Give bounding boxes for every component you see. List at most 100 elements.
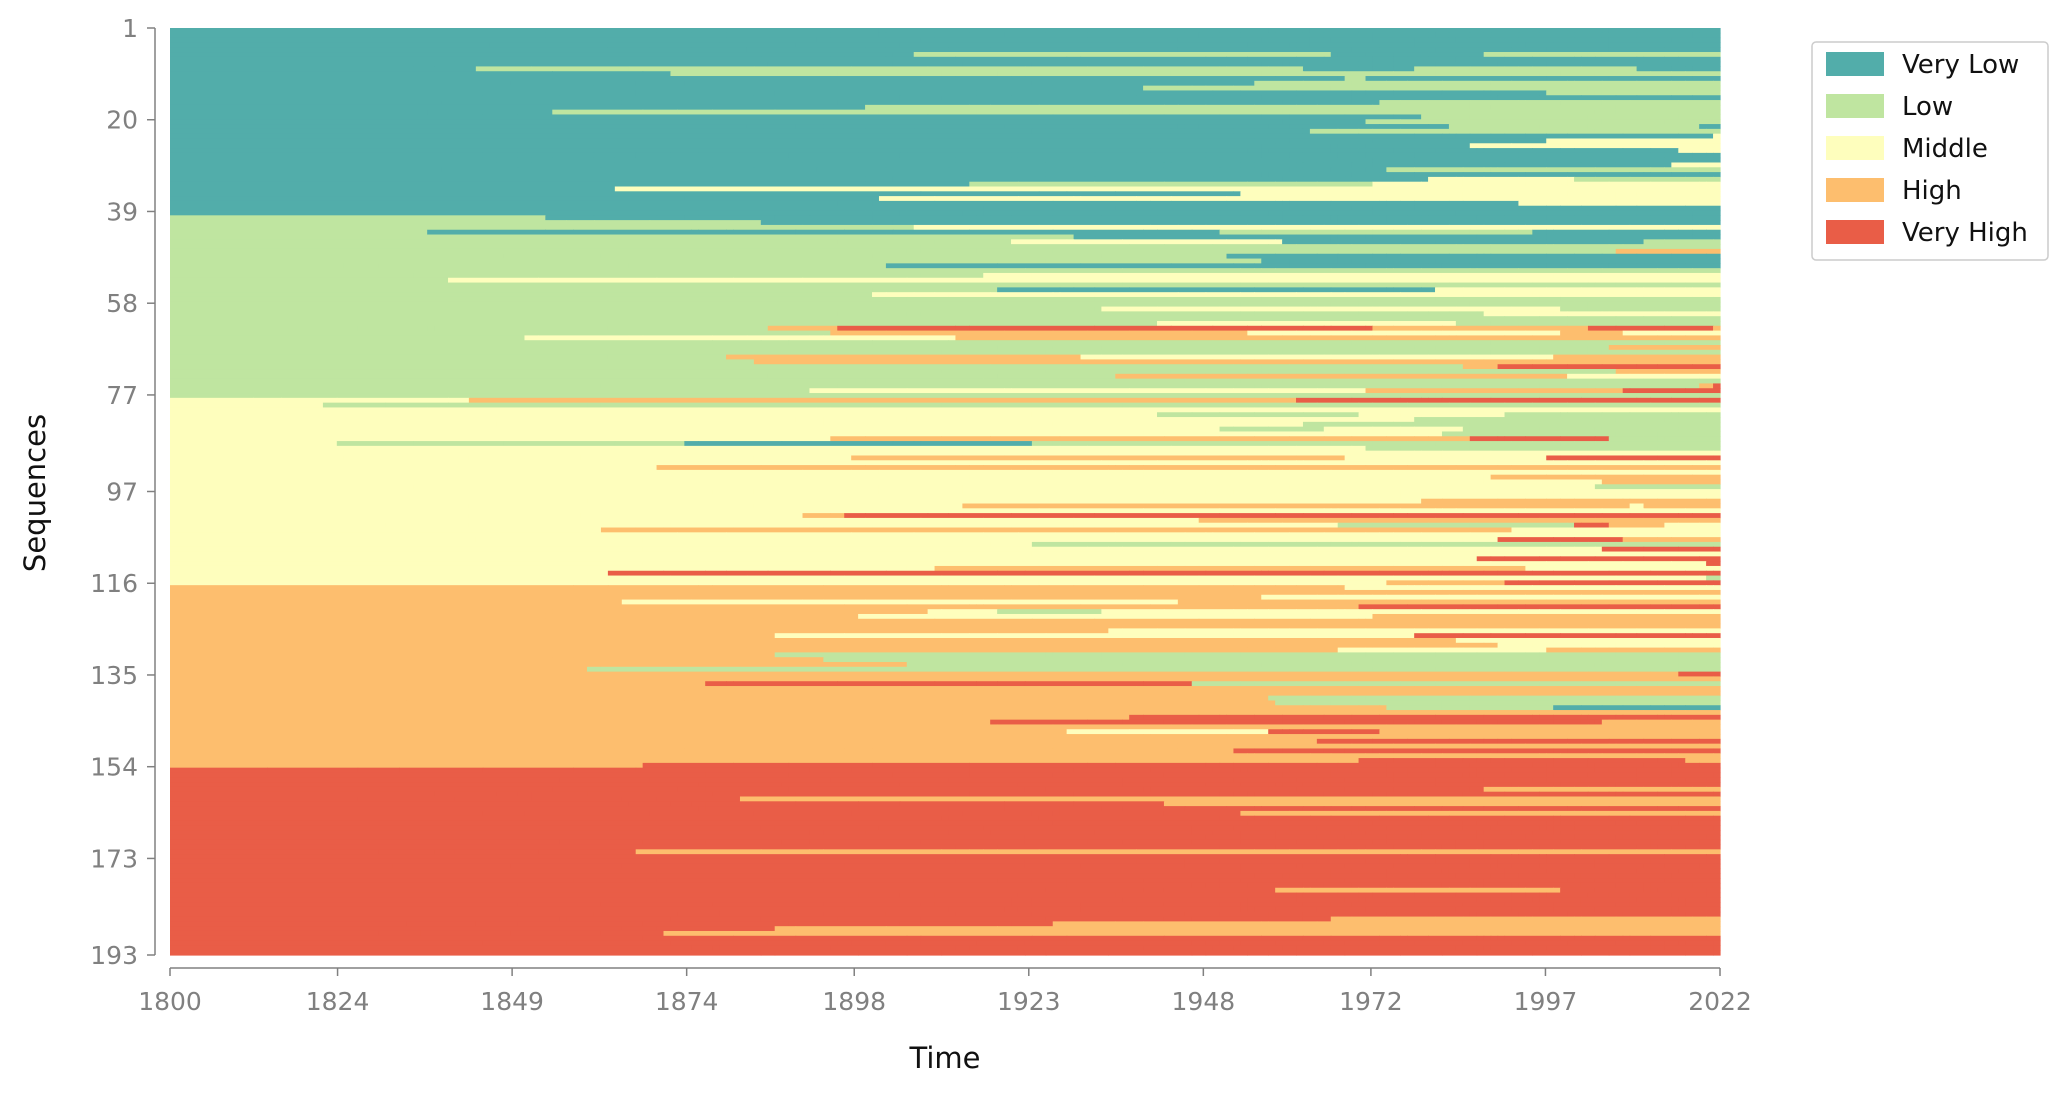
state-cell bbox=[1608, 479, 1659, 485]
state-cell bbox=[781, 441, 894, 447]
state-cell bbox=[1073, 340, 1089, 346]
state-cell bbox=[788, 647, 880, 653]
state-cell bbox=[788, 762, 873, 769]
state-cell bbox=[170, 897, 1012, 903]
state-cell bbox=[1469, 277, 1520, 284]
state-cell bbox=[1282, 119, 1318, 125]
state-cell bbox=[1629, 743, 1645, 750]
state-cell bbox=[170, 489, 533, 495]
state-cell bbox=[1546, 253, 1575, 260]
state-cell bbox=[1059, 445, 1089, 452]
state-cell bbox=[1004, 417, 1082, 423]
state-cell bbox=[1601, 517, 1645, 524]
state-cell bbox=[1580, 613, 1589, 620]
state-cell bbox=[1601, 426, 1610, 433]
state-cell bbox=[1240, 320, 1276, 327]
state-cell bbox=[1685, 777, 1707, 783]
state-cell bbox=[1379, 561, 1401, 567]
state-cell bbox=[698, 359, 755, 365]
state-cell bbox=[1351, 806, 1367, 812]
state-cell bbox=[1636, 71, 1652, 77]
state-cell bbox=[1657, 714, 1665, 721]
state-cell bbox=[1358, 930, 1381, 937]
state-cell bbox=[1268, 172, 1318, 178]
state-cell bbox=[1261, 37, 1311, 44]
state-cell bbox=[1525, 124, 1540, 130]
state-cell bbox=[1407, 513, 1464, 519]
state-cell bbox=[1122, 282, 1207, 288]
state-cell bbox=[593, 248, 713, 255]
state-cell bbox=[1247, 181, 1276, 188]
state-cell bbox=[1233, 263, 1255, 269]
state-cell bbox=[1372, 393, 1381, 399]
state-cell bbox=[1497, 858, 1547, 865]
state-cell bbox=[698, 455, 755, 461]
state-cell bbox=[524, 522, 651, 529]
state-cell bbox=[170, 546, 644, 553]
state-cell bbox=[1594, 474, 1645, 481]
state-cell bbox=[1455, 613, 1492, 620]
sequence-row bbox=[170, 618, 1721, 625]
state-cell bbox=[712, 109, 776, 116]
state-cell bbox=[1692, 306, 1707, 312]
state-cell bbox=[170, 493, 1401, 500]
state-cell bbox=[753, 455, 811, 461]
state-cell bbox=[1226, 66, 1269, 72]
state-cell bbox=[1157, 215, 1221, 221]
state-cell bbox=[1316, 263, 1346, 269]
state-cell bbox=[906, 296, 950, 303]
state-cell bbox=[635, 767, 748, 774]
state-cell bbox=[1268, 738, 1283, 745]
state-cell bbox=[1011, 513, 1096, 519]
state-cell bbox=[1490, 349, 1540, 356]
state-cell bbox=[1365, 830, 1422, 836]
sequence-row bbox=[170, 114, 1721, 120]
state-cell bbox=[1636, 364, 1659, 370]
state-cell bbox=[1706, 858, 1721, 865]
state-cell bbox=[1323, 306, 1339, 312]
state-cell bbox=[913, 52, 970, 58]
state-cell bbox=[1212, 710, 1221, 716]
state-cell bbox=[1706, 426, 1721, 433]
state-cell bbox=[1455, 489, 1513, 495]
state-cell bbox=[1066, 335, 1130, 341]
sequence-row bbox=[170, 119, 1721, 125]
state-cell bbox=[1080, 220, 1172, 226]
state-cell bbox=[1087, 719, 1123, 726]
state-cell bbox=[941, 676, 1033, 682]
state-cell bbox=[1469, 878, 1485, 884]
state-cell bbox=[1462, 820, 1478, 826]
state-cell bbox=[1157, 628, 1186, 634]
state-cell bbox=[684, 354, 727, 361]
state-cell bbox=[1282, 61, 1290, 68]
state-cell bbox=[1323, 56, 1360, 63]
state-cell bbox=[1497, 383, 1513, 389]
state-cell bbox=[1289, 777, 1297, 783]
state-cell bbox=[1469, 618, 1478, 625]
state-cell bbox=[656, 402, 755, 409]
state-cell bbox=[927, 657, 1019, 663]
state-cell bbox=[1150, 671, 1248, 678]
state-cell bbox=[1435, 681, 1457, 687]
state-cell bbox=[1435, 594, 1450, 601]
state-cell bbox=[1108, 834, 1207, 841]
state-cell bbox=[1560, 325, 1568, 332]
state-cell bbox=[872, 522, 957, 529]
state-cell bbox=[809, 537, 936, 543]
state-cell bbox=[997, 681, 1026, 687]
state-cell bbox=[1441, 397, 1492, 404]
state-cell bbox=[1351, 662, 1408, 668]
state-cell bbox=[1358, 181, 1374, 188]
state-cell bbox=[948, 296, 1061, 303]
state-cell bbox=[580, 455, 651, 461]
state-cell bbox=[1435, 782, 1492, 788]
state-cell bbox=[1469, 354, 1520, 361]
state-cell bbox=[1066, 551, 1193, 557]
state-cell bbox=[1518, 66, 1533, 72]
state-cell bbox=[1706, 52, 1721, 58]
state-cell bbox=[1268, 373, 1290, 380]
state-cell bbox=[1560, 152, 1589, 159]
state-cell bbox=[170, 345, 998, 351]
state-cell bbox=[1296, 220, 1339, 226]
state-cell bbox=[1594, 402, 1652, 409]
